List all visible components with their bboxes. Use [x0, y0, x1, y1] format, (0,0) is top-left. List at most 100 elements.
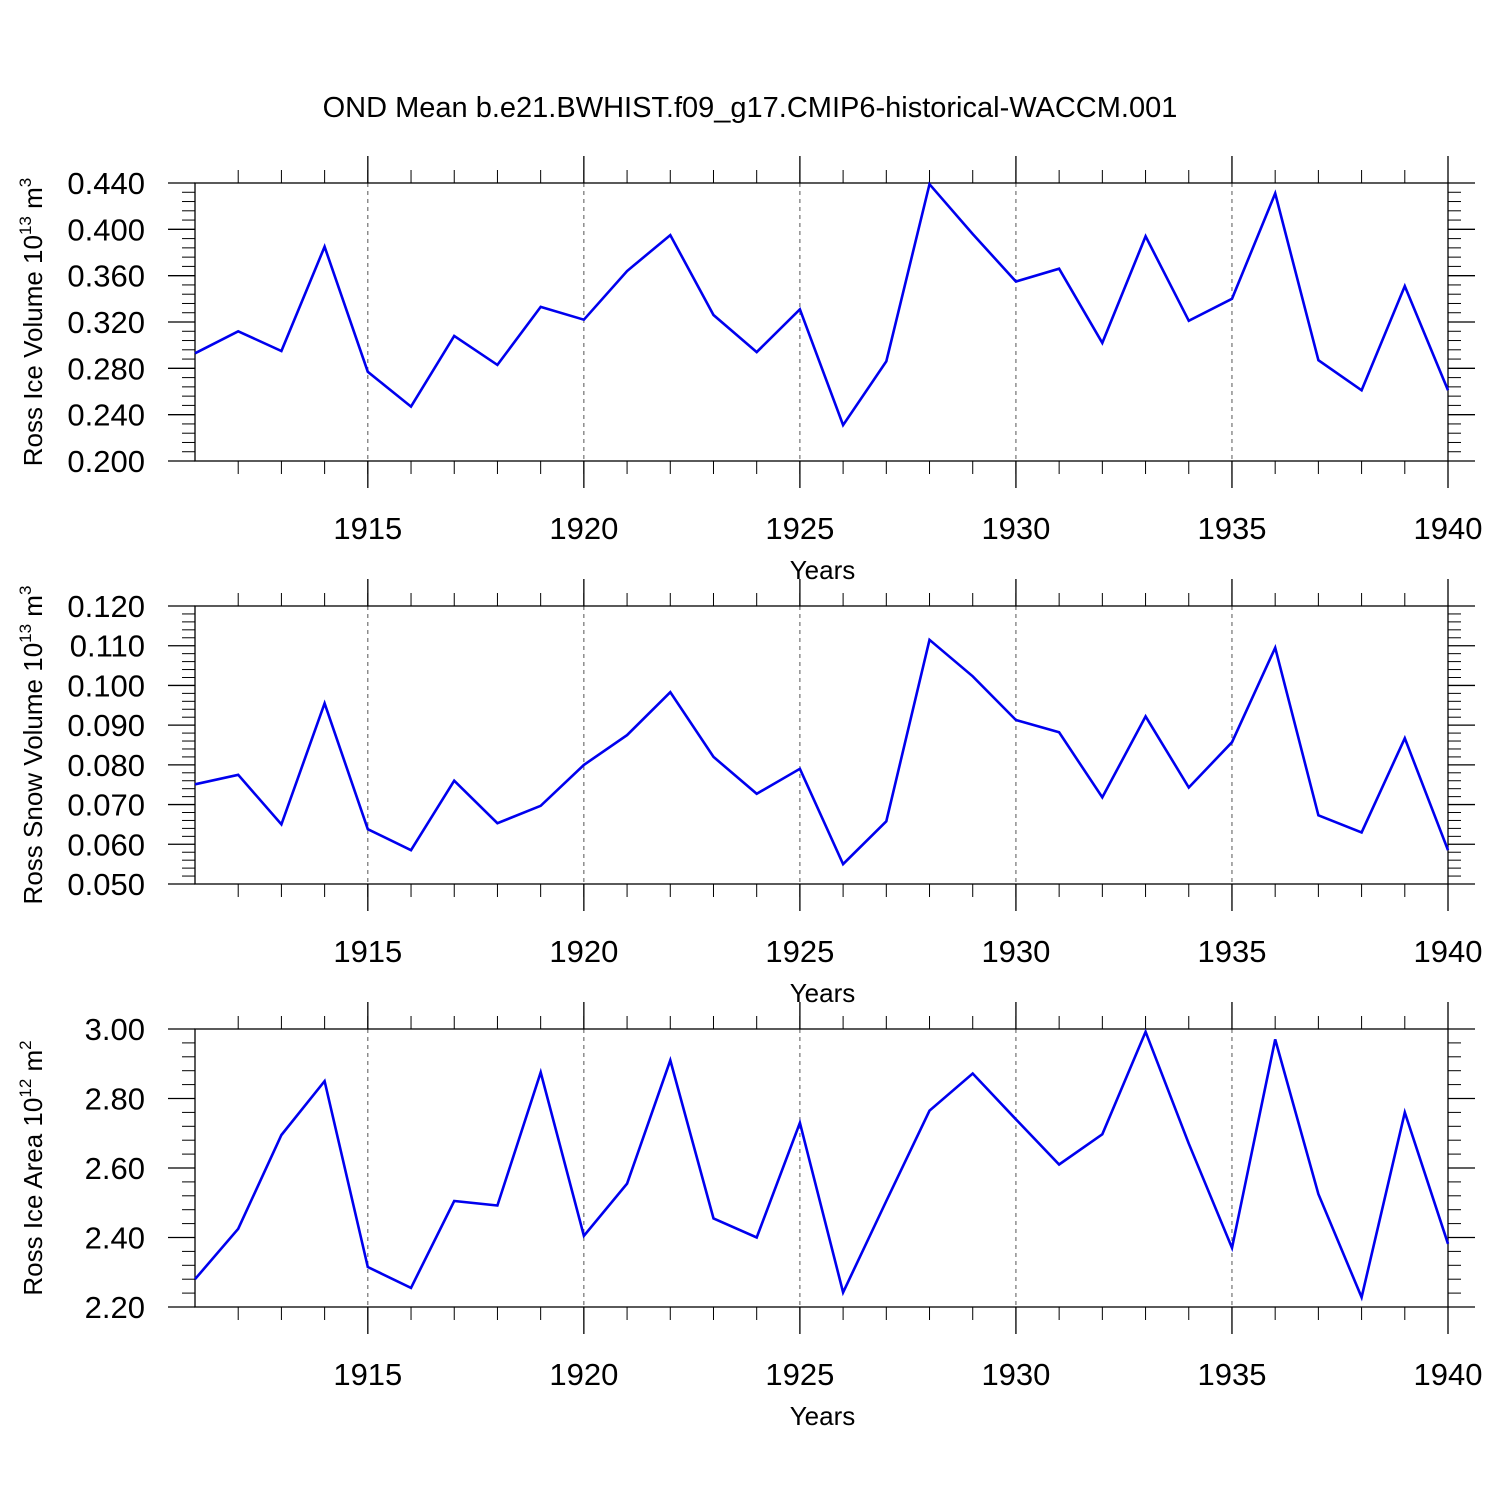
data-point — [1144, 715, 1146, 717]
y-tick-label: 0.280 — [67, 351, 145, 386]
data-point — [496, 822, 498, 824]
x-tick-label: 1920 — [549, 934, 618, 969]
x-tick-label: 1930 — [981, 934, 1050, 969]
data-point — [367, 371, 369, 373]
data-point — [885, 360, 887, 362]
data-point — [755, 351, 757, 353]
data-point — [539, 306, 541, 308]
data-point — [669, 234, 671, 236]
y-tick-label: 0.320 — [67, 305, 145, 340]
data-point — [712, 314, 714, 316]
y-tick-label: 0.240 — [67, 398, 145, 433]
data-point — [1188, 1142, 1190, 1144]
y-axis-label-unit: m — [18, 595, 48, 624]
data-point — [972, 1072, 974, 1074]
data-point — [1231, 298, 1233, 300]
data-point — [799, 308, 801, 310]
x-tick-label: 1935 — [1197, 934, 1266, 969]
y-axis-label-exponent: 13 — [16, 624, 35, 643]
data-point — [323, 246, 325, 248]
data-point — [583, 764, 585, 766]
data-point — [799, 1122, 801, 1124]
data-point — [885, 1200, 887, 1202]
y-tick-label: 0.070 — [67, 788, 145, 823]
data-point — [410, 849, 412, 851]
y-axis-label-unit: m — [18, 1050, 48, 1079]
data-point — [842, 1291, 844, 1293]
data-point — [237, 1228, 239, 1230]
y-axis-label-unit: m — [18, 187, 48, 216]
y-axis-label: Ross Snow Volume 1013 m3 — [16, 586, 48, 905]
data-point — [367, 828, 369, 830]
data-point — [1404, 285, 1406, 287]
y-tick-label: 0.440 — [67, 166, 145, 201]
x-tick-label: 1935 — [1197, 1357, 1266, 1392]
y-tick-label: 0.100 — [67, 668, 145, 703]
data-point — [1360, 831, 1362, 833]
series-line — [194, 637, 1450, 867]
data-point — [1274, 1038, 1276, 1040]
y-axis-label: Ross Ice Volume 1013 m3 — [16, 178, 48, 467]
data-point — [410, 405, 412, 407]
data-point — [1447, 1243, 1449, 1245]
y-axis-label-text: Ross Ice Volume 10 — [18, 235, 48, 466]
data-point — [626, 1182, 628, 1184]
data-point — [928, 183, 930, 185]
y-axis-label: Ross Ice Area 1012 m2 — [16, 1040, 48, 1295]
x-axis-label: Years — [790, 978, 856, 1008]
x-axis-label: Years — [790, 1401, 856, 1431]
x-axis-label: Years — [790, 555, 856, 585]
data-point — [712, 756, 714, 758]
data-point — [194, 352, 196, 354]
data-point — [1058, 268, 1060, 270]
data-point — [496, 1204, 498, 1206]
data-point — [712, 1217, 714, 1219]
data-point — [1360, 1296, 1362, 1298]
chart-panel-2: 1915 1920 1925 1930 1935 1940 0.050 0.060 0.070 0… — [16, 579, 1482, 1008]
x-tick-label: 1920 — [549, 1357, 618, 1392]
data-point — [280, 1134, 282, 1136]
data-point — [194, 1278, 196, 1280]
data-point — [1317, 814, 1319, 816]
plot-frame — [194, 182, 1449, 462]
data-point — [1015, 280, 1017, 282]
data-point — [1317, 359, 1319, 361]
data-point — [194, 783, 196, 785]
y-tick-label: 2.20 — [85, 1290, 145, 1325]
x-tick-label: 1925 — [765, 1357, 834, 1392]
x-tick-label: 1925 — [765, 934, 834, 969]
x-tick-label: 1940 — [1414, 511, 1483, 546]
chart-panel-3: 1915 1920 1925 1930 1935 1940 2.20 2.40 2.60 2.80… — [16, 1002, 1482, 1431]
data-point — [583, 1235, 585, 1237]
data-point — [1058, 1163, 1060, 1165]
y-tick-label: 0.090 — [67, 708, 145, 743]
data-point — [842, 424, 844, 426]
data-point — [539, 1071, 541, 1073]
data-point — [1231, 1247, 1233, 1249]
data-point — [626, 734, 628, 736]
data-point — [237, 774, 239, 776]
chart-panel-1: 1915 1920 1925 1930 1935 1940 0.200 0.240 0.280 0… — [16, 156, 1482, 585]
y-tick-label: 0.050 — [67, 867, 145, 902]
y-tick-label: 2.60 — [85, 1151, 145, 1186]
data-point — [583, 318, 585, 320]
data-point — [1188, 786, 1190, 788]
data-point — [972, 233, 974, 235]
x-tick-label: 1915 — [333, 934, 402, 969]
plot-frame — [194, 1028, 1449, 1308]
data-point — [799, 768, 801, 770]
y-axis-label-unit-exponent: 3 — [16, 586, 35, 595]
data-point — [842, 863, 844, 865]
y-tick-label: 0.060 — [67, 827, 145, 862]
data-point — [1317, 1193, 1319, 1195]
data-point — [453, 780, 455, 782]
y-tick-label: 2.80 — [85, 1082, 145, 1117]
x-tick-label: 1940 — [1414, 934, 1483, 969]
data-point — [453, 1200, 455, 1202]
data-point — [280, 350, 282, 352]
series-line — [194, 1028, 1450, 1302]
data-point — [1231, 741, 1233, 743]
data-point — [1360, 389, 1362, 391]
y-axis-label-text: Ross Snow Volume 10 — [18, 643, 48, 905]
data-point — [280, 823, 282, 825]
